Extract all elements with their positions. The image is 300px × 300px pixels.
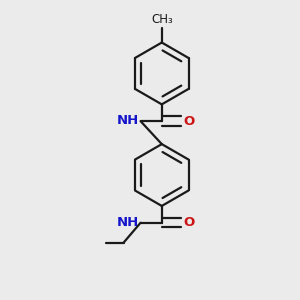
Text: NH: NH — [117, 216, 139, 229]
Text: O: O — [184, 216, 195, 229]
Text: O: O — [184, 115, 195, 128]
Text: NH: NH — [117, 114, 139, 127]
Text: CH₃: CH₃ — [151, 13, 173, 26]
